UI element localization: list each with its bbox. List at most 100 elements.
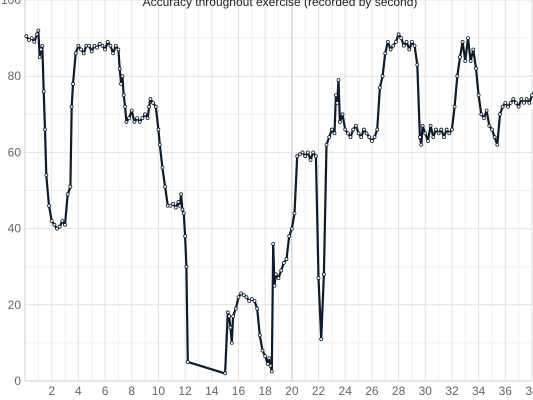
data-point xyxy=(279,268,284,273)
data-point xyxy=(482,116,486,121)
data-point xyxy=(495,142,500,147)
data-point xyxy=(289,226,294,231)
data-point xyxy=(399,36,404,40)
data-point xyxy=(321,272,326,277)
data-point xyxy=(36,28,41,33)
data-point xyxy=(225,310,230,315)
data-point xyxy=(185,360,190,364)
data-point xyxy=(444,127,449,132)
data-point xyxy=(333,93,338,98)
data-point xyxy=(32,40,37,44)
data-point xyxy=(163,184,167,189)
data-point xyxy=(271,241,276,246)
data-point xyxy=(466,36,470,40)
data-point xyxy=(455,74,460,79)
data-point xyxy=(40,43,45,48)
data-point xyxy=(71,81,75,86)
data-point xyxy=(231,314,236,319)
data-point xyxy=(426,139,430,143)
data-point xyxy=(418,135,422,140)
data-point xyxy=(24,34,29,39)
x-tick-label: 38 xyxy=(525,384,533,398)
data-point xyxy=(103,47,107,52)
data-point xyxy=(55,226,59,231)
data-point xyxy=(343,127,348,132)
data-point xyxy=(415,62,420,67)
data-point xyxy=(79,47,83,52)
data-point xyxy=(519,97,524,101)
data-point xyxy=(124,120,129,124)
data-point xyxy=(380,74,385,79)
data-point xyxy=(127,116,131,121)
data-point xyxy=(145,116,150,121)
data-point xyxy=(111,51,115,56)
x-tick-label: 8 xyxy=(128,384,135,398)
data-point xyxy=(47,203,51,208)
grid-lines xyxy=(25,0,533,382)
data-point xyxy=(269,369,274,374)
data-point xyxy=(313,154,318,159)
x-tick-label: 6 xyxy=(102,384,109,398)
data-point xyxy=(267,356,272,361)
data-point xyxy=(353,123,358,128)
data-point xyxy=(113,43,118,48)
chart-title: Accuracy throughout exercise (recorded b… xyxy=(143,0,418,9)
data-point xyxy=(229,340,234,345)
data-point xyxy=(176,200,181,204)
x-tick-label: 10 xyxy=(152,384,166,398)
data-point xyxy=(375,127,380,132)
data-point xyxy=(340,112,345,117)
data-point xyxy=(244,295,249,300)
data-point xyxy=(460,40,465,44)
data-point xyxy=(140,116,145,121)
data-point xyxy=(179,192,184,197)
data-point xyxy=(319,337,324,341)
x-tick-label: 14 xyxy=(205,384,219,398)
data-point xyxy=(228,325,233,330)
data-point xyxy=(263,354,268,359)
x-tick-label: 2 xyxy=(48,384,55,398)
data-point xyxy=(287,234,292,239)
data-point xyxy=(316,276,321,281)
data-point xyxy=(297,152,302,157)
data-point xyxy=(329,127,334,132)
data-point xyxy=(157,142,162,147)
data-point xyxy=(123,104,127,109)
data-point xyxy=(63,222,67,227)
data-point xyxy=(364,131,369,136)
data-point xyxy=(92,43,97,48)
data-point xyxy=(117,66,122,71)
data-point xyxy=(171,201,175,206)
data-point xyxy=(272,283,277,288)
data-point xyxy=(236,295,241,300)
data-point xyxy=(498,112,502,117)
data-point xyxy=(522,100,526,105)
data-point xyxy=(359,135,364,140)
data-point xyxy=(436,131,441,136)
x-tick-label: 22 xyxy=(312,384,326,398)
data-point xyxy=(121,93,126,98)
data-point xyxy=(73,51,78,56)
data-point xyxy=(29,36,34,40)
data-point xyxy=(412,43,417,48)
data-point xyxy=(108,43,113,48)
data-point xyxy=(356,131,361,136)
data-point xyxy=(404,40,409,44)
data-point xyxy=(129,108,134,113)
data-point xyxy=(303,154,308,159)
data-point xyxy=(43,127,47,132)
data-point xyxy=(100,43,105,48)
data-point xyxy=(265,361,270,366)
data-point xyxy=(39,47,43,52)
data-point xyxy=(95,45,99,50)
data-point xyxy=(76,43,81,48)
data-point xyxy=(177,203,182,208)
y-tick-label: 80 xyxy=(8,69,22,83)
axes xyxy=(24,0,532,382)
data-point xyxy=(168,203,173,208)
data-point xyxy=(514,100,518,105)
data-point xyxy=(361,127,366,132)
data-point xyxy=(120,74,125,79)
x-tick-label: 30 xyxy=(419,384,433,398)
